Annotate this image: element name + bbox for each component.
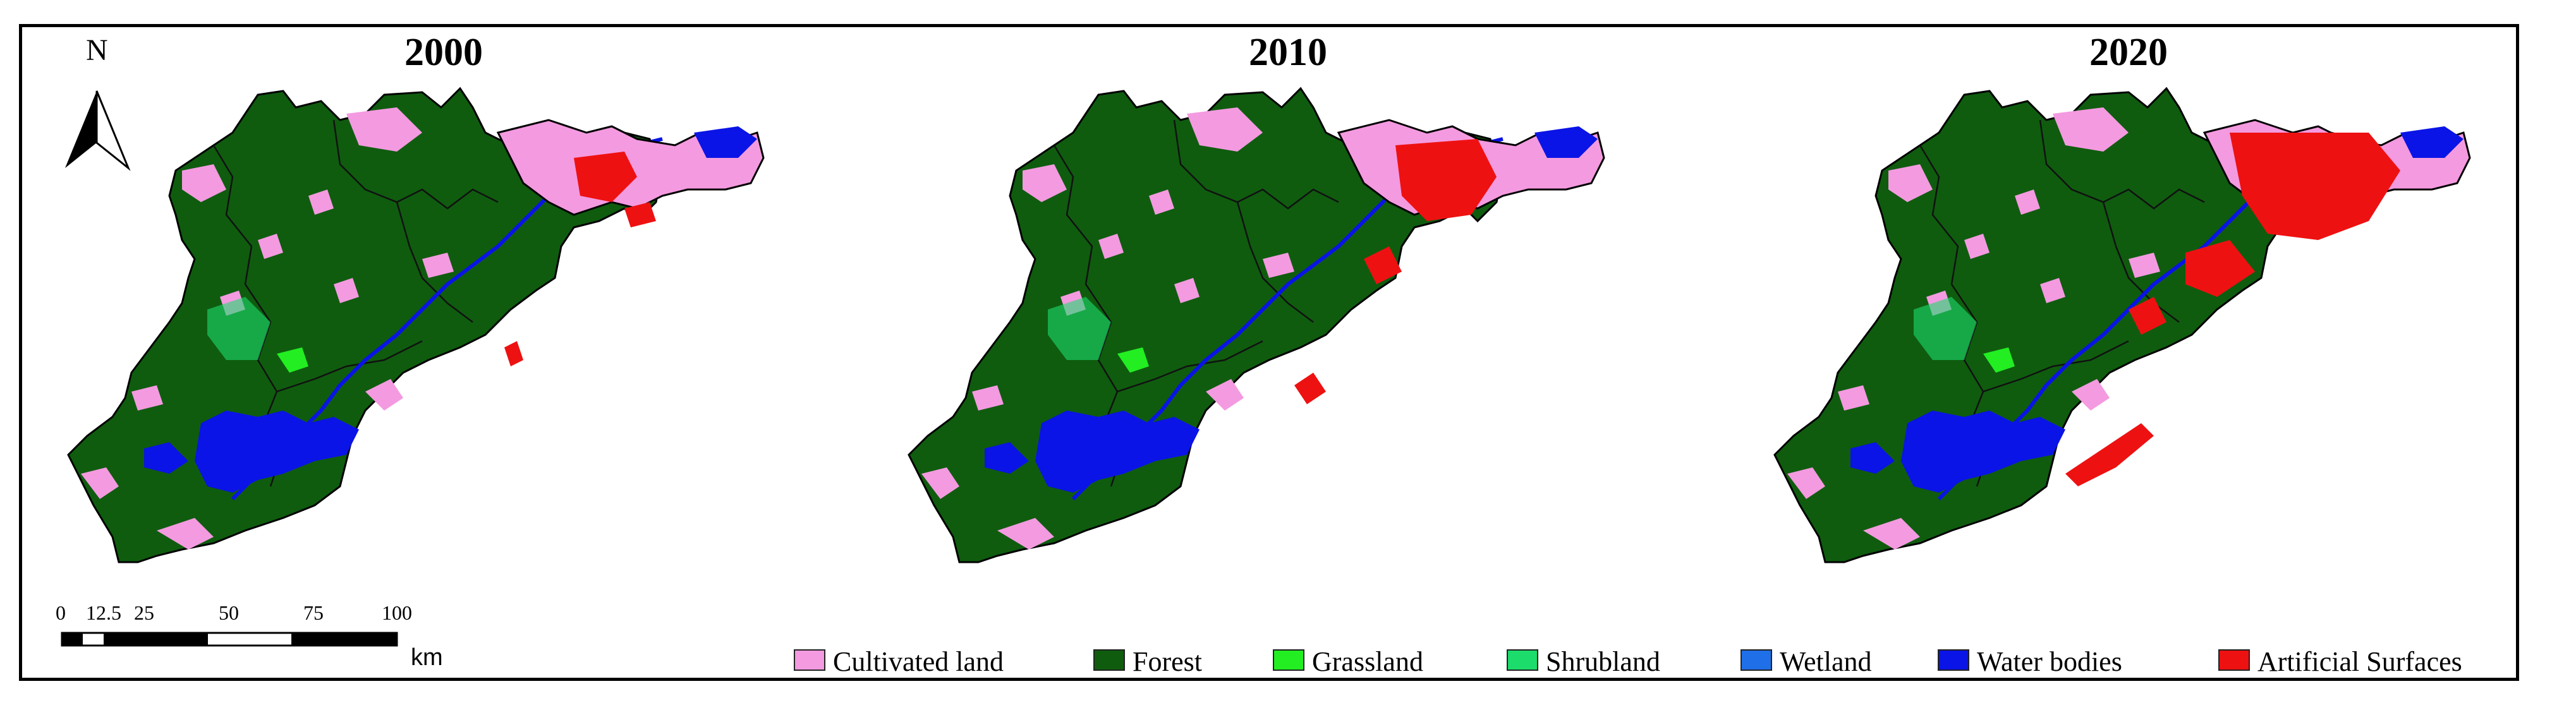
map-panel-2000 [68, 88, 765, 562]
scale-tick-12-5: 12.5 [86, 601, 121, 624]
scale-tick-25: 25 [134, 601, 154, 624]
map-panel-2020 [1775, 88, 2471, 562]
scale-bar [61, 632, 398, 647]
north-arrow-label: N [86, 33, 108, 67]
scale-unit: km [411, 644, 443, 671]
legend-label: Grassland [1312, 646, 1423, 677]
scale-tick-100: 100 [382, 601, 412, 624]
legend-label: Cultivated land [833, 646, 1004, 677]
legend-swatch [1273, 649, 1304, 671]
north-arrow-icon [65, 90, 131, 171]
panel-title-2000: 2000 [404, 31, 483, 74]
legend-label: Artificial Surfaces [2257, 646, 2462, 677]
legend-label: Wetland [1780, 646, 1872, 677]
legend-swatch [1741, 649, 1772, 671]
scale-tick-75: 75 [303, 601, 324, 624]
legend-swatch [1093, 649, 1125, 671]
legend-swatch [1507, 649, 1538, 671]
scale-tick-50: 50 [219, 601, 239, 624]
legend-swatch [794, 649, 825, 671]
panel-title-2020: 2020 [2089, 31, 2168, 74]
panel-title-2010: 2010 [1249, 31, 1327, 74]
legend-label: Water bodies [1977, 646, 2122, 677]
map-panel-2010 [909, 88, 1605, 562]
legend-label: Shrubland [1546, 646, 1660, 677]
scale-tick-0: 0 [56, 601, 66, 624]
legend-label: Forest [1133, 646, 1202, 677]
legend-swatch [2218, 649, 2250, 671]
legend-swatch [1938, 649, 1969, 671]
